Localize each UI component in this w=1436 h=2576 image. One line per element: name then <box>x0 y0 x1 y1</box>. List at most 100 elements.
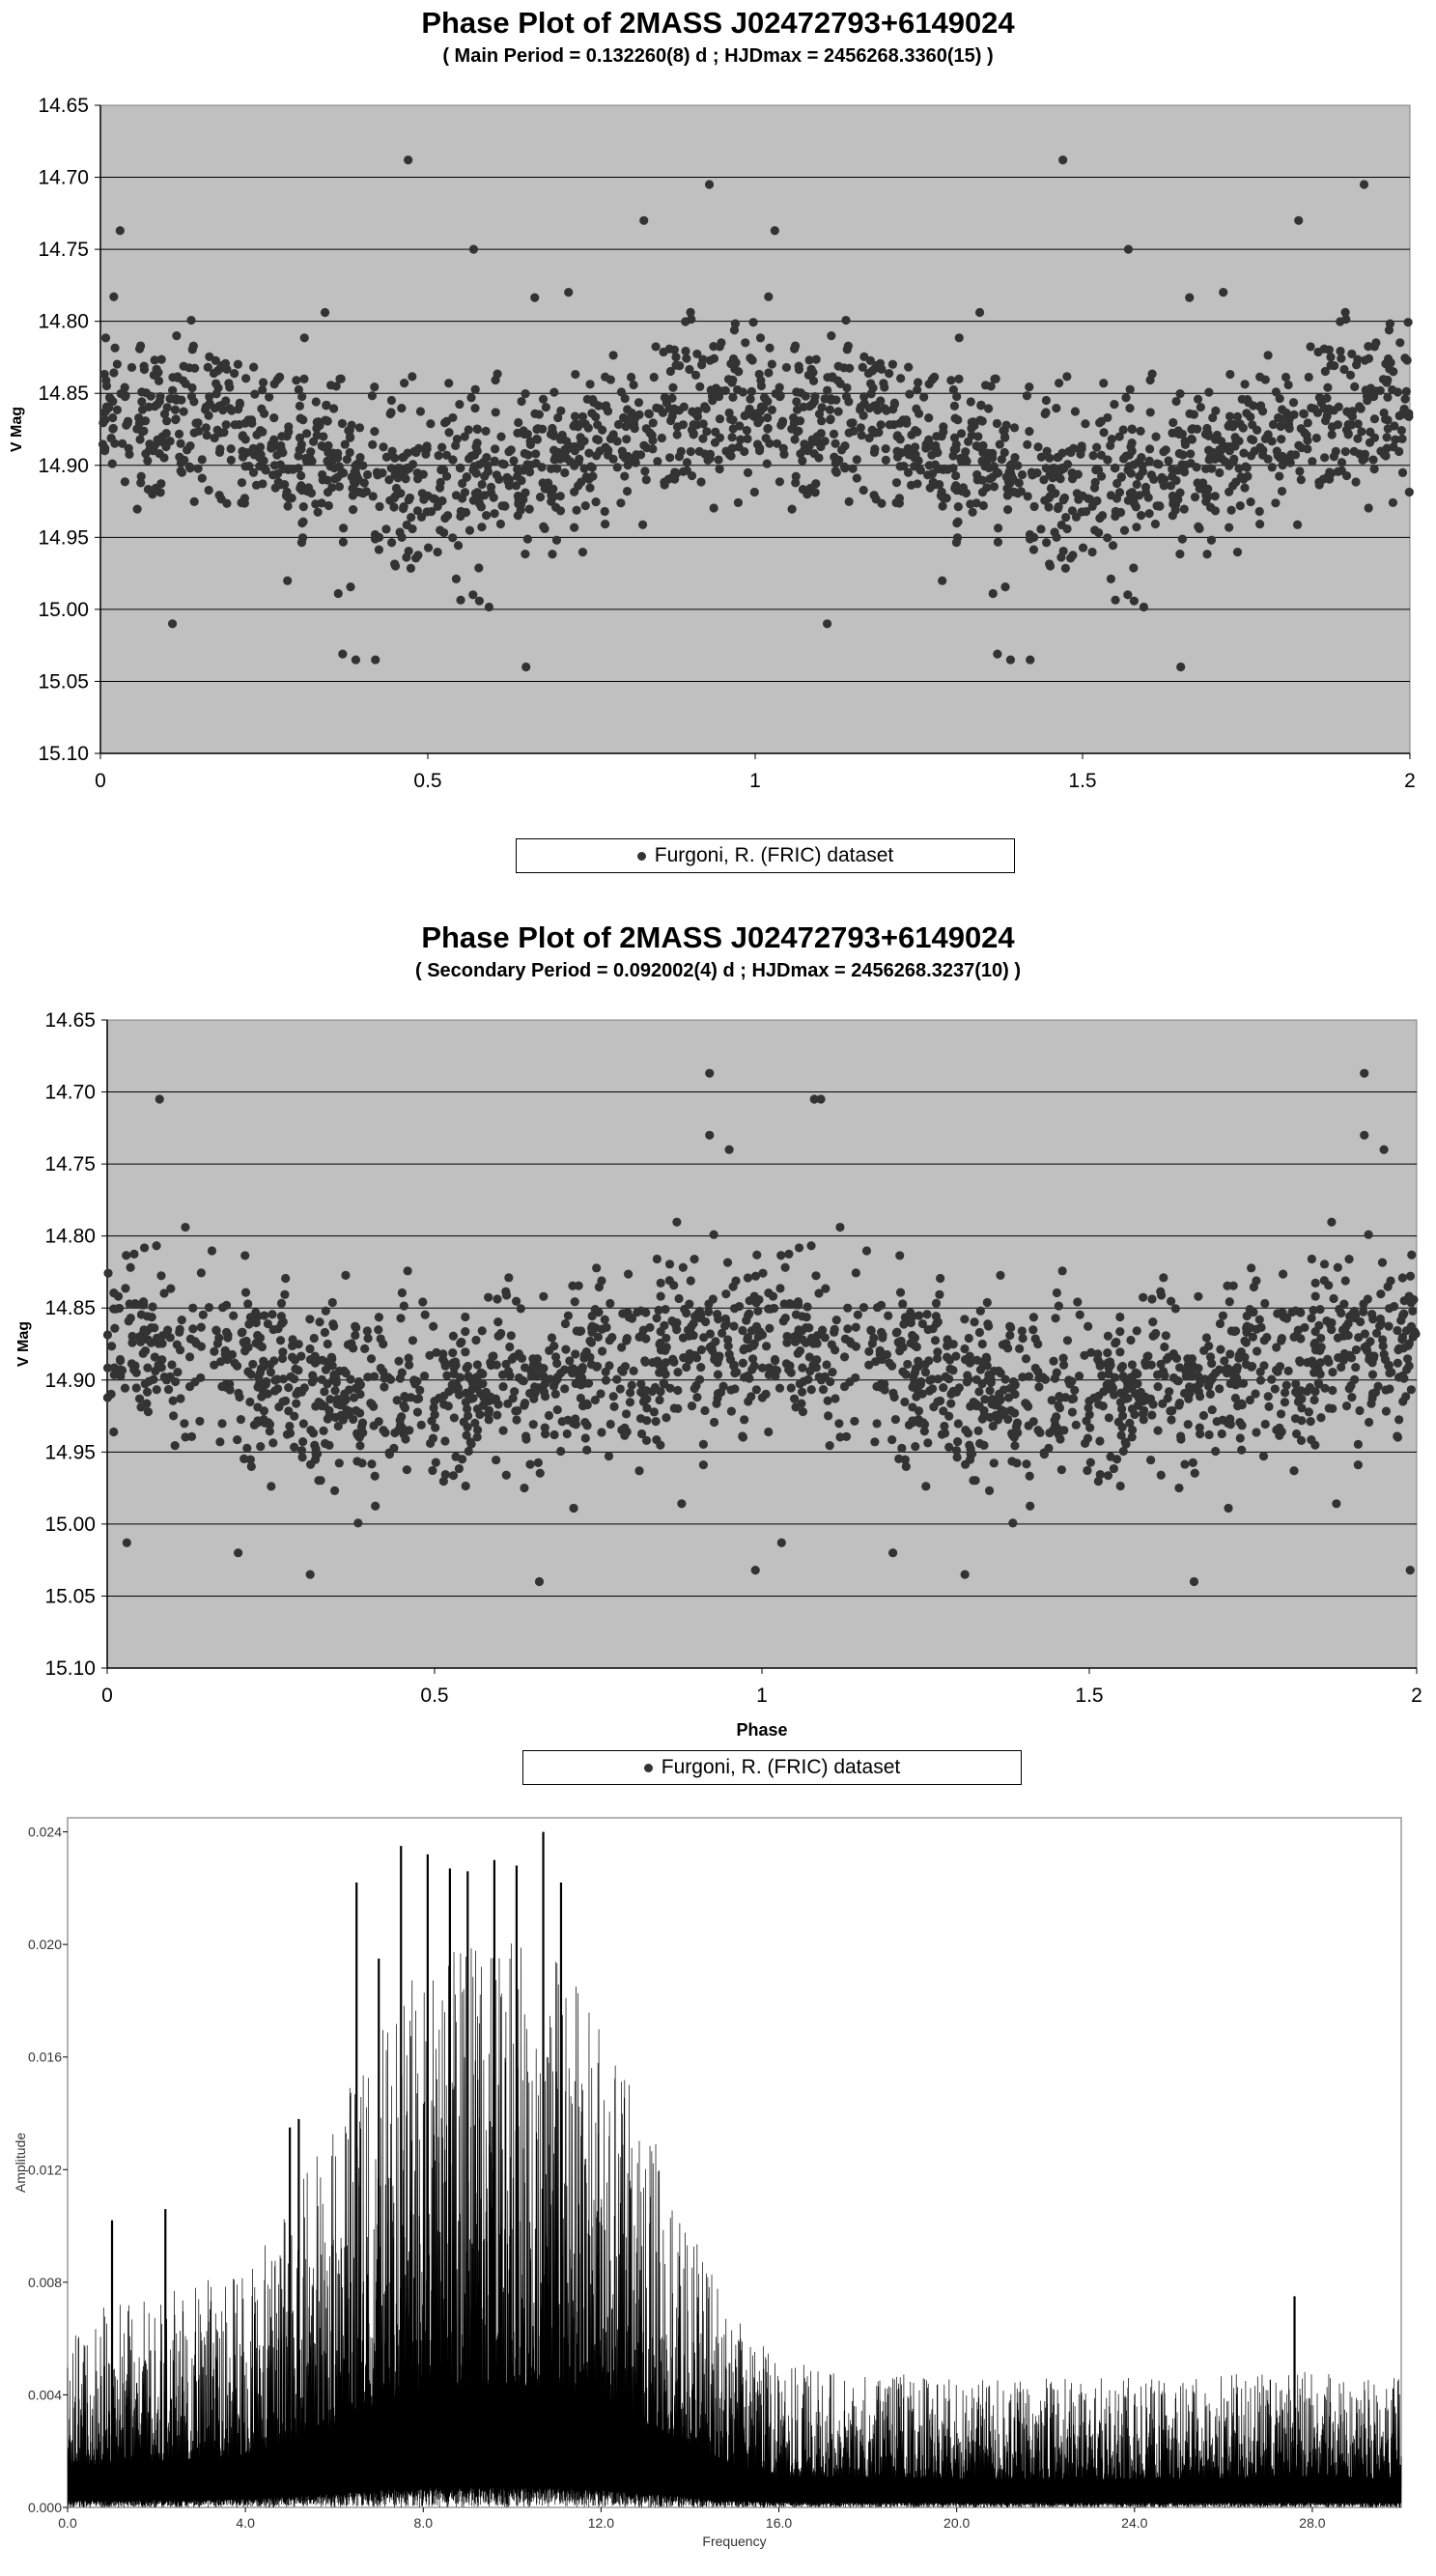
data-point <box>1202 550 1212 559</box>
data-point <box>386 464 396 473</box>
data-point <box>1211 406 1221 415</box>
data-point <box>132 424 142 434</box>
data-point <box>1353 419 1363 429</box>
data-point <box>833 407 843 416</box>
data-point <box>749 487 759 497</box>
data-point <box>339 468 349 478</box>
data-point <box>100 443 110 453</box>
data-point <box>107 459 117 468</box>
data-point <box>764 292 774 301</box>
data-point <box>135 435 145 444</box>
data-point <box>296 470 306 481</box>
data-point <box>1023 492 1032 501</box>
data-point <box>1201 491 1211 500</box>
data-point <box>859 485 868 495</box>
data-point <box>882 406 891 415</box>
data-point <box>1225 411 1235 421</box>
data-point <box>1204 387 1214 397</box>
data-point <box>857 431 866 440</box>
data-point <box>906 480 916 490</box>
data-point <box>1106 574 1116 583</box>
data-point <box>247 418 257 428</box>
data-point <box>913 385 922 395</box>
data-point <box>682 458 692 467</box>
data-point <box>692 349 702 359</box>
data-point <box>667 411 677 421</box>
data-point <box>651 342 661 352</box>
data-point <box>549 455 559 465</box>
data-point <box>1297 443 1307 453</box>
data-point <box>852 473 861 483</box>
data-point <box>221 396 231 406</box>
data-point <box>251 480 262 490</box>
data-point <box>1029 501 1039 512</box>
data-point <box>1171 475 1181 486</box>
data-point <box>994 468 1003 478</box>
data-point <box>574 481 583 491</box>
data-point <box>136 478 146 488</box>
data-point <box>889 399 899 410</box>
x-tick-label: 0 <box>95 770 106 792</box>
data-point <box>966 499 975 509</box>
data-point <box>968 507 977 517</box>
data-point <box>1121 393 1131 403</box>
data-point <box>489 493 498 502</box>
data-point <box>1190 492 1200 502</box>
data-point <box>1246 496 1255 507</box>
data-point <box>1126 468 1136 478</box>
data-point <box>995 439 1004 449</box>
data-point <box>1099 428 1109 438</box>
y-tick-label: 0.000 <box>28 2500 62 2515</box>
x-tick-label: 4.0 <box>236 2515 255 2531</box>
data-point <box>379 442 388 452</box>
data-point <box>728 392 738 402</box>
data-point <box>1179 504 1189 514</box>
data-point <box>746 354 755 363</box>
data-point <box>681 346 690 356</box>
data-point <box>549 387 559 397</box>
data-point <box>334 482 345 492</box>
data-point <box>205 392 214 402</box>
data-point <box>594 401 604 410</box>
data-point <box>411 447 421 458</box>
data-point <box>150 402 159 411</box>
data-point <box>535 492 546 502</box>
data-point <box>283 501 293 511</box>
data-point <box>522 429 532 439</box>
data-point <box>1150 519 1161 529</box>
data-point <box>294 384 303 395</box>
data-point <box>323 475 332 485</box>
data-point <box>1326 353 1336 362</box>
data-point <box>389 502 399 512</box>
x-tick-label: 1.5 <box>1068 770 1096 792</box>
data-point <box>204 410 213 420</box>
data-point <box>481 426 491 436</box>
data-point <box>517 475 526 486</box>
data-point <box>323 488 333 497</box>
data-point <box>162 416 172 426</box>
data-point <box>100 333 111 343</box>
data-point <box>250 389 260 399</box>
data-point <box>1319 404 1329 413</box>
data-point <box>255 442 266 452</box>
data-point <box>295 401 304 410</box>
data-point <box>400 378 409 388</box>
data-point <box>1096 450 1107 460</box>
data-point <box>1045 453 1055 463</box>
data-point <box>831 439 840 448</box>
data-point <box>451 574 462 583</box>
data-point <box>472 424 483 435</box>
data-point <box>299 333 309 343</box>
data-point <box>241 374 251 383</box>
data-point <box>829 429 839 439</box>
data-point <box>1254 506 1264 517</box>
data-point <box>490 509 499 519</box>
data-point <box>1275 393 1284 404</box>
data-point <box>564 287 574 297</box>
data-point <box>1296 475 1306 485</box>
data-point <box>773 439 782 448</box>
data-point <box>1089 483 1100 493</box>
data-point <box>534 410 544 419</box>
data-point <box>659 347 668 357</box>
